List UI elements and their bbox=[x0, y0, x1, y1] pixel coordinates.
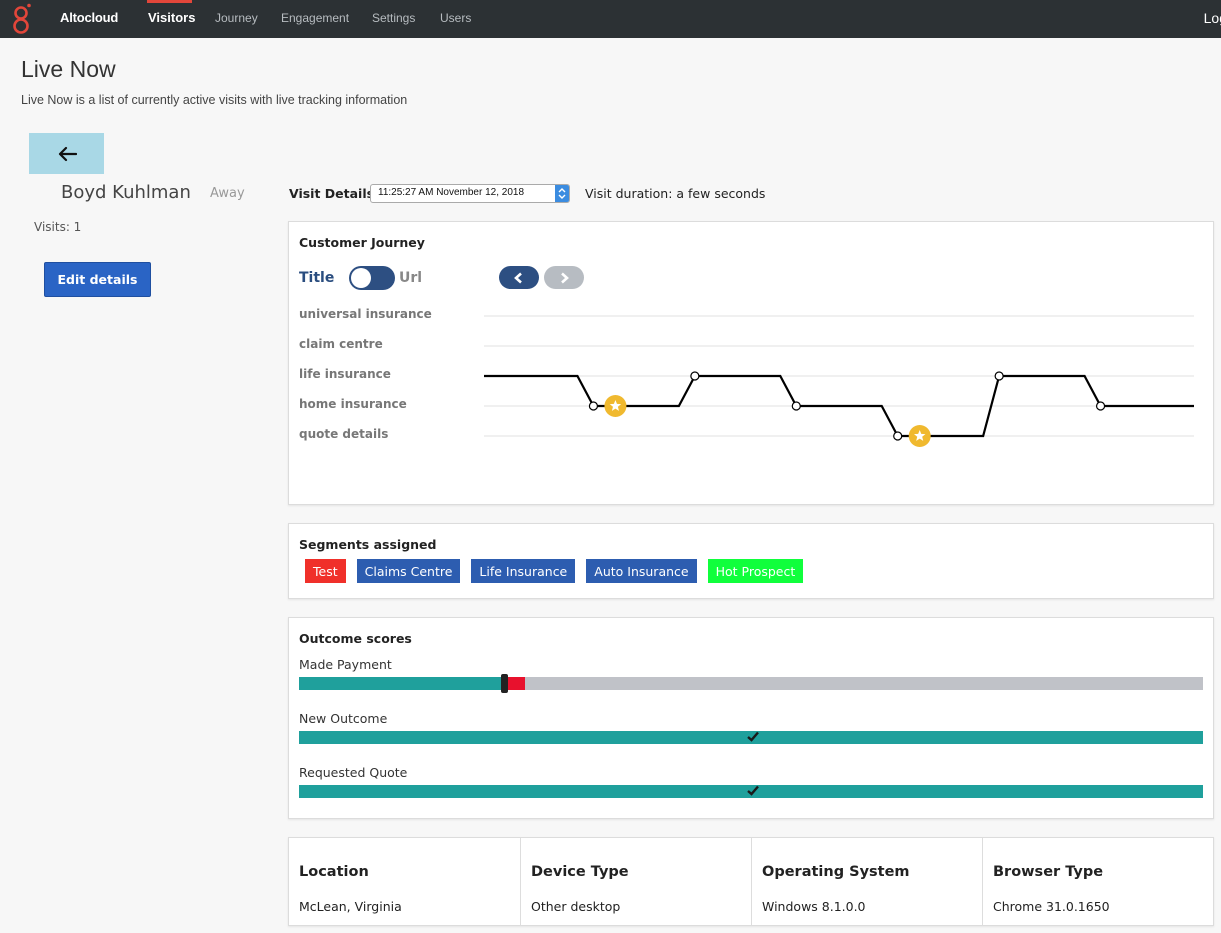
back-button[interactable] bbox=[29, 133, 104, 174]
segments-card: Segments assigned Test Claims Centre Life … bbox=[288, 523, 1214, 599]
nav-item-visitors[interactable]: Visitors bbox=[148, 10, 196, 25]
info-value: Chrome 31.0.1650 bbox=[993, 899, 1110, 914]
outcome-bar-fill bbox=[299, 731, 1203, 744]
visitor-info-card: Location McLean, Virginia Device Type Other… bbox=[288, 837, 1214, 926]
journey-step-node[interactable] bbox=[1095, 401, 1106, 411]
info-heading: Device Type bbox=[531, 864, 629, 880]
journey-chart bbox=[484, 315, 1194, 447]
nav-item-journey[interactable]: Journey bbox=[215, 11, 258, 25]
segment-tag-auto-insurance[interactable]: Auto Insurance bbox=[586, 559, 697, 583]
visit-duration: Visit duration: a few seconds bbox=[585, 186, 766, 201]
lane-label-life-insurance: life insurance bbox=[299, 367, 391, 381]
checkmark-icon bbox=[747, 731, 759, 742]
info-heading: Browser Type bbox=[993, 864, 1104, 880]
nav-item-engagement[interactable]: Engagement bbox=[281, 11, 350, 25]
journey-step-node[interactable] bbox=[791, 401, 801, 411]
outcome-bar-fill bbox=[299, 785, 1203, 798]
journey-next-button[interactable] bbox=[544, 266, 584, 289]
journey-step-node[interactable] bbox=[893, 431, 903, 441]
info-value: McLean, Virginia bbox=[299, 899, 402, 914]
star-icon[interactable] bbox=[604, 395, 627, 417]
segment-tag-test[interactable]: Test bbox=[305, 559, 346, 583]
info-heading: Location bbox=[299, 864, 369, 880]
info-value: Windows 8.1.0.0 bbox=[762, 899, 866, 914]
brand-name[interactable]: Altocloud bbox=[60, 10, 119, 25]
outcome-scores-card: Outcome scores Made Payment New Outcome Re… bbox=[288, 617, 1214, 819]
visitor-status: Away bbox=[210, 186, 245, 201]
outcome-threshold-segment bbox=[502, 677, 525, 690]
journey-step-node[interactable] bbox=[588, 401, 599, 411]
arrow-left-icon bbox=[58, 146, 77, 161]
nav-item-users[interactable]: Users bbox=[440, 11, 472, 25]
info-value: Other desktop bbox=[531, 899, 621, 914]
outcomes-title: Outcome scores bbox=[299, 631, 412, 646]
outcome-bar bbox=[299, 785, 1203, 798]
checkmark-icon bbox=[747, 785, 759, 796]
visit-select-value: 11:25:27 AM November 12, 2018 bbox=[378, 187, 525, 198]
customer-journey-card: Customer Journey Title Url universal ins… bbox=[288, 221, 1214, 505]
info-column-browser-type: Browser Type Chrome 31.0.1650 bbox=[982, 838, 1213, 926]
logout-link[interactable]: Log bbox=[1203, 10, 1221, 26]
visitor-name: Boyd Kuhlman bbox=[61, 182, 191, 203]
info-heading: Operating System bbox=[762, 864, 910, 880]
edit-details-button[interactable]: Edit details bbox=[44, 262, 151, 297]
outcome-label-made-payment: Made Payment bbox=[299, 657, 392, 672]
star-icon[interactable] bbox=[908, 425, 931, 447]
lane-label-claim-centre: claim centre bbox=[299, 337, 383, 351]
visit-count: Visits: 1 bbox=[34, 220, 82, 234]
lane-label-quote-details: quote details bbox=[299, 427, 389, 441]
altocloud-logo-icon[interactable] bbox=[8, 3, 34, 35]
visit-select[interactable]: 11:25:27 AM November 12, 2018 bbox=[370, 184, 570, 203]
nav-active-indicator bbox=[147, 0, 192, 3]
info-column-device-type: Device Type Other desktop bbox=[520, 838, 751, 926]
toggle-title-label: Title bbox=[299, 270, 335, 286]
outcome-score-marker bbox=[501, 674, 509, 693]
segment-tag-hot-prospect[interactable]: Hot Prospect bbox=[707, 559, 804, 583]
page-subtitle: Live Now is a list of currently active v… bbox=[21, 93, 408, 107]
segment-tags: Test Claims Centre Life Insurance Auto Insu… bbox=[305, 559, 814, 583]
info-column-location: Location McLean, Virginia bbox=[289, 838, 520, 926]
outcome-label-new-outcome: New Outcome bbox=[299, 711, 388, 726]
segment-tag-life-insurance[interactable]: Life Insurance bbox=[471, 559, 576, 583]
outcome-bar bbox=[299, 674, 1203, 693]
segments-title: Segments assigned bbox=[299, 537, 437, 552]
journey-title: Customer Journey bbox=[299, 235, 425, 250]
visit-details-label: Visit Details bbox=[289, 186, 375, 201]
lane-label-universal-insurance: universal insurance bbox=[299, 307, 432, 321]
nav-item-settings[interactable]: Settings bbox=[372, 11, 416, 25]
outcome-label-requested-quote: Requested Quote bbox=[299, 765, 408, 780]
toggle-knob bbox=[351, 268, 371, 288]
page-title: Live Now bbox=[21, 56, 116, 82]
select-spinner-icon bbox=[555, 185, 569, 202]
title-url-toggle[interactable] bbox=[349, 266, 395, 290]
journey-prev-button[interactable] bbox=[499, 266, 539, 289]
top-navbar: Altocloud Visitors Journey Engagement Se… bbox=[0, 0, 1221, 38]
info-column-operating-system: Operating System Windows 8.1.0.0 bbox=[751, 838, 982, 926]
journey-step-node[interactable] bbox=[994, 371, 1004, 381]
chevron-right-icon bbox=[561, 272, 569, 283]
lane-label-home-insurance: home insurance bbox=[299, 397, 407, 411]
segment-tag-claims-centre[interactable]: Claims Centre bbox=[356, 559, 461, 583]
outcome-bar-fill bbox=[299, 677, 503, 690]
chevron-left-icon bbox=[514, 272, 522, 283]
toggle-url-label: Url bbox=[399, 270, 423, 286]
journey-step-node[interactable] bbox=[690, 371, 700, 381]
outcome-bar bbox=[299, 731, 1203, 744]
